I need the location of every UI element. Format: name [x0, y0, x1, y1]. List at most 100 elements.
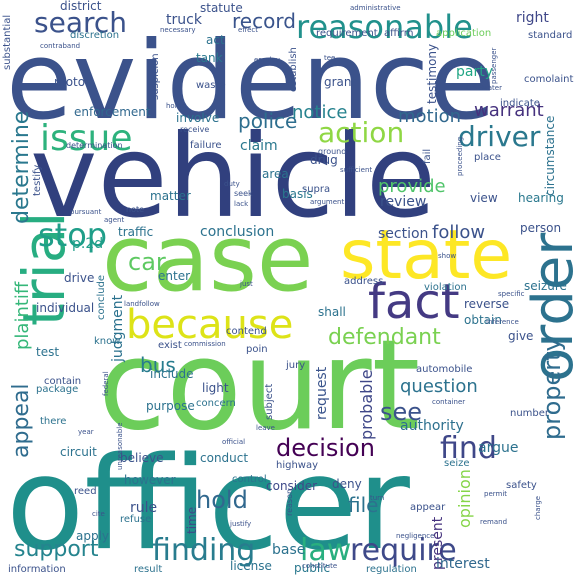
word-plaintiff: plaintiff — [12, 281, 33, 350]
word-cite: cite — [92, 510, 105, 518]
word-record: record — [232, 9, 296, 33]
word-pursuant: pursuant — [70, 208, 102, 216]
word-home: home — [166, 102, 186, 110]
word-reverse: reverse — [464, 297, 509, 311]
word-apply: apply — [76, 529, 109, 543]
word-waste: waste — [196, 80, 226, 91]
word-matter: matter — [150, 189, 191, 203]
word-driver: driver — [458, 120, 541, 153]
word-justify: justify — [229, 520, 251, 528]
word-drive: drive — [64, 271, 94, 285]
word-show: show — [438, 252, 456, 260]
word-court: court — [98, 314, 420, 458]
word-violation: violation — [424, 282, 467, 293]
word-person: person — [520, 221, 561, 235]
word-employ: employ — [254, 56, 280, 64]
word-use: use — [466, 82, 484, 93]
word-turn: turn — [370, 494, 384, 502]
word-stop: stop — [38, 216, 107, 254]
word-case: case — [102, 205, 314, 312]
word-standard: standard — [528, 30, 572, 41]
word-because: because — [126, 302, 293, 348]
word-inference: inference — [486, 318, 519, 326]
word-proceeding: proceeding — [456, 137, 464, 176]
word-believe: believe — [120, 451, 164, 465]
word-note: note — [126, 205, 144, 214]
word-opinion: opinion — [455, 469, 474, 528]
word-conduct: conduct — [200, 451, 248, 465]
word-involve: involve — [176, 111, 219, 125]
word-suspicion: suspicion — [150, 53, 161, 100]
word-conclude: conclude — [96, 275, 107, 320]
word-seizure: seizure — [524, 279, 567, 293]
word-commission: commission — [184, 340, 226, 348]
word-base: base — [272, 542, 305, 558]
word-address: address — [344, 276, 383, 287]
word-determine: determine — [9, 111, 34, 224]
word-application: application — [436, 28, 491, 39]
word-property: property — [538, 337, 566, 440]
word-officer: officer — [6, 430, 410, 576]
word-police: police — [238, 109, 297, 133]
word-present: present — [430, 516, 446, 570]
word-basis: basis — [282, 187, 313, 201]
word-support: support — [14, 537, 99, 562]
word-jury: jury — [285, 360, 305, 371]
word-however: however — [124, 473, 176, 487]
word-claim: claim — [240, 138, 278, 154]
word-traffic: traffic — [118, 225, 153, 239]
word-follow: follow — [432, 222, 485, 243]
word-contain: contain — [44, 376, 81, 387]
word-defendant: defendant — [328, 325, 441, 350]
word-requirement: requirement — [316, 28, 378, 39]
word-negligence: negligence — [396, 532, 434, 540]
word-notice: notice — [292, 102, 347, 123]
word-seize: seize — [444, 458, 470, 469]
word-action: action — [318, 116, 404, 149]
word-circuit: circuit — [60, 445, 97, 459]
word-decision: decision — [276, 434, 375, 462]
word-bus: bus — [140, 353, 176, 377]
word-ground: ground — [318, 147, 346, 156]
word-contend: contend — [226, 326, 267, 337]
word-there: there — [40, 416, 66, 427]
word-just: just — [239, 280, 253, 288]
word-motion: motion — [398, 106, 461, 127]
word-effect: effect — [238, 26, 258, 34]
word-license: license — [230, 559, 272, 573]
word-p2d: p.2d — [72, 236, 103, 252]
word-hearing: hearing — [518, 191, 564, 205]
word-warrant: warrant — [474, 100, 544, 121]
word-lack: lack — [234, 200, 249, 208]
word-reason: reason — [285, 489, 294, 516]
word-water: water — [482, 84, 502, 92]
word-provide: provide — [378, 176, 446, 197]
word-order: order — [521, 232, 576, 382]
word-see: see — [380, 398, 422, 426]
word-area: area — [262, 167, 289, 181]
word-number: number — [510, 408, 550, 419]
word-constitute: constitute — [302, 562, 337, 570]
word-include: include — [150, 367, 193, 381]
word-right: right — [516, 10, 549, 26]
word-enter: enter — [158, 269, 190, 283]
word-unreasonable: unreasonable — [116, 422, 124, 470]
word-public: public — [294, 561, 330, 575]
word-discretion: discretion — [70, 30, 119, 41]
word-view: view — [470, 191, 498, 205]
word-individual: individual — [36, 301, 94, 315]
word-act: act — [206, 33, 225, 47]
word-automobile: automobile — [416, 364, 472, 375]
word-administrative: administrative — [350, 4, 401, 12]
word-obtain: obtain — [464, 313, 502, 327]
word-subject: subject — [264, 384, 275, 420]
word-specific: specific — [498, 290, 525, 298]
word-review: review — [380, 194, 426, 210]
word-circumstance: circumstance — [543, 116, 557, 196]
word-package: package — [36, 384, 78, 395]
word-permit: permit — [484, 490, 507, 498]
word-purpose: purpose — [146, 399, 195, 413]
word-party: party — [456, 64, 493, 80]
word-tee: tee — [324, 54, 335, 62]
word-remand: remand — [480, 518, 507, 526]
